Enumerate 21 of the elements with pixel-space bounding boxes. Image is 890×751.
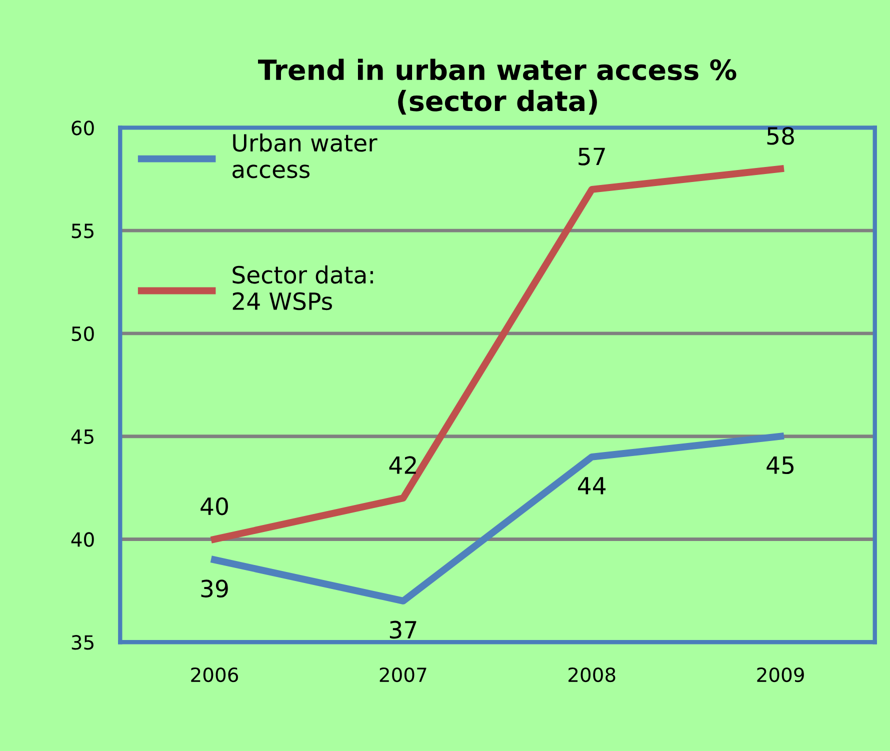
legend-label: Urban water access	[232, 133, 378, 178]
data-label: 57	[578, 148, 605, 166]
y-tick-label: 60	[72, 120, 94, 136]
data-label: 42	[389, 456, 416, 474]
y-tick-label: 35	[72, 635, 94, 650]
chart-title: Trend in urban water access % (sector data)	[258, 58, 736, 115]
y-tick-label: 40	[71, 532, 94, 547]
y-tick-label: 45	[71, 430, 94, 444]
data-label: 44	[578, 477, 606, 494]
data-label: 37	[390, 620, 416, 639]
data-label: 45	[766, 456, 794, 474]
x-tick-label: 2007	[380, 667, 426, 682]
data-label: 39	[201, 580, 228, 598]
data-label: 40	[200, 497, 228, 516]
legend-label: Sector data: 24 WSPs	[232, 265, 373, 310]
y-tick-label: 50	[72, 326, 94, 342]
data-label: 58	[767, 126, 794, 145]
x-tick-label: 2009	[757, 667, 804, 682]
x-tick-label: 2006	[191, 667, 238, 682]
x-tick-label: 2008	[568, 667, 616, 682]
y-tick-label: 55	[72, 224, 94, 238]
